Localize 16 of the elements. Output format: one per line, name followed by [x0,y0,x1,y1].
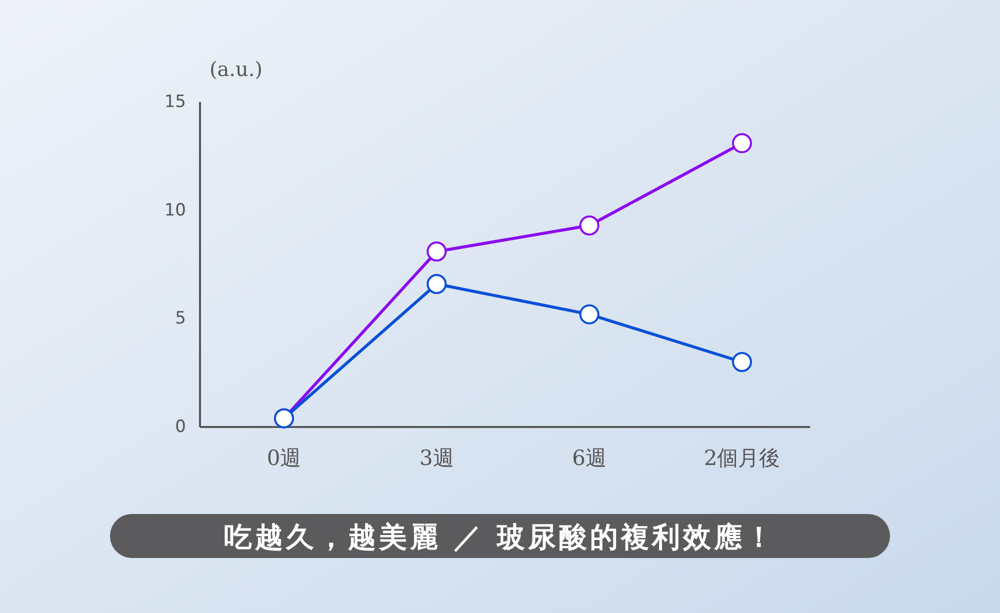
text: 吃越久，越美麗 ／ 玻尿酸的複利效應！ [224,520,776,554]
point [732,352,752,372]
x-tick-label: 0週 [266,446,302,470]
y-tick-label: 0 [175,417,186,437]
point [426,242,447,262]
y-tick-label: 10 [164,200,186,220]
y-tick-label: 15 [164,92,186,112]
x-tick-label: 2個月後 [704,446,780,470]
y-tick-label: 5 [175,308,186,329]
point [579,216,600,236]
point [579,304,600,324]
y-axis-title: (a.u.) [209,57,263,81]
x-tick-label: 3週 [419,446,454,470]
x-tick-label: 6週 [572,446,607,470]
point [732,133,752,154]
point [426,274,447,294]
